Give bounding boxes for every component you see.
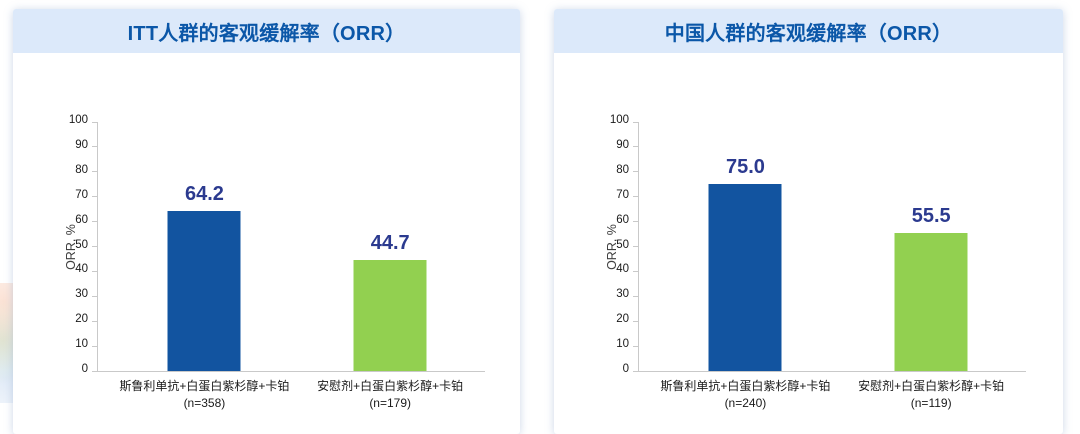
category-sample-size: (n=240) <box>724 396 767 411</box>
chart-china: ORR, % 0 10 20 30 40 50 60 70 80 90 100 75.0 斯鲁利单抗+白… <box>554 53 1063 434</box>
y-tick-mark <box>633 221 639 223</box>
y-tick-mark <box>92 171 98 173</box>
category-label: 安慰剂+白蛋白紫杉醇+卡铂 (n=119) <box>806 378 1056 413</box>
bar-value-label: 75.0 <box>725 156 765 179</box>
y-tick-mark <box>92 121 98 123</box>
y-tick-label: 70 <box>616 188 629 201</box>
y-tick-label: 40 <box>616 263 629 276</box>
y-tick-label: 20 <box>616 313 629 326</box>
category-label: 斯鲁利单抗+白蛋白紫杉醇+卡铂 (n=240) <box>620 378 870 413</box>
y-tick-label: 10 <box>75 338 88 351</box>
plot-area-itt: ORR, % 0 10 20 30 40 50 60 70 80 90 100 64.2 斯鲁利单抗+白… <box>64 114 485 410</box>
y-tick-label: 40 <box>75 263 88 276</box>
bar-value-label: 44.7 <box>370 231 410 254</box>
category-sample-size: (n=119) <box>910 396 952 411</box>
y-tick-mark <box>92 146 98 148</box>
y-tick-mark <box>92 246 98 247</box>
y-tick-mark <box>92 221 98 223</box>
category-sample-size: (n=358) <box>183 396 226 411</box>
bar-control <box>894 232 968 371</box>
y-tick-label: 30 <box>75 288 88 301</box>
y-tick-mark <box>633 146 639 148</box>
y-tick-mark <box>92 196 98 198</box>
y-tick-label: 50 <box>75 238 88 251</box>
y-tick-label: 10 <box>616 338 629 351</box>
y-tick-mark <box>92 370 98 372</box>
bar-treatment <box>708 184 782 371</box>
y-tick-label: 90 <box>75 138 88 151</box>
panel-itt-orr: ITT人群的客观缓解率（ORR） ORR, % 0 10 20 30 40 50 60 70 8… <box>13 9 520 434</box>
panel-china-orr: 中国人群的客观缓解率（ORR） ORR, % 0 10 20 30 40 50 60 70 80… <box>554 9 1063 434</box>
y-tick-label: 60 <box>75 213 88 226</box>
category-name: 安慰剂+白蛋白紫杉醇+卡铂 <box>858 379 1005 393</box>
y-tick-mark <box>633 246 639 247</box>
category-name: 斯鲁利单抗+白蛋白紫杉醇+卡铂 <box>660 379 831 393</box>
y-tick-mark <box>92 270 98 272</box>
y-tick-label: 80 <box>616 163 629 176</box>
y-tick-label: 0 <box>622 363 629 375</box>
chart-title-itt: ITT人群的客观缓解率（ORR） <box>127 22 406 45</box>
y-tick-label: 80 <box>75 163 88 176</box>
bar-treatment <box>167 211 241 371</box>
y-tick-mark <box>92 345 98 347</box>
panel-header-itt: ITT人群的客观缓解率（ORR） <box>13 9 520 53</box>
y-tick-mark <box>92 320 98 322</box>
y-tick-label: 70 <box>75 188 88 201</box>
y-tick-label: 100 <box>68 114 88 126</box>
y-tick-label: 60 <box>616 213 629 226</box>
chart-title-china: 中国人群的客观缓解率（ORR） <box>664 22 953 45</box>
y-tick-mark <box>633 295 639 297</box>
bar-control <box>353 259 427 371</box>
background-watermark <box>0 283 13 403</box>
y-tick-label: 30 <box>616 288 629 301</box>
y-tick-label: 90 <box>616 138 629 151</box>
y-tick-label: 0 <box>81 363 88 375</box>
bar-value-label: 64.2 <box>184 183 224 206</box>
category-label: 斯鲁利单抗+白蛋白紫杉醇+卡铂 (n=358) <box>79 378 329 413</box>
y-tick-mark <box>633 370 639 372</box>
panel-header-china: 中国人群的客观缓解率（ORR） <box>554 9 1063 53</box>
plot-area-china: ORR, % 0 10 20 30 40 50 60 70 80 90 100 75.0 斯鲁利单抗+白… <box>605 114 1026 410</box>
y-tick-label: 20 <box>75 313 88 326</box>
y-tick-mark <box>633 171 639 173</box>
y-tick-label: 50 <box>616 238 629 251</box>
category-name: 安慰剂+白蛋白紫杉醇+卡铂 <box>317 379 464 393</box>
chart-itt: ORR, % 0 10 20 30 40 50 60 70 80 90 100 64.2 斯鲁利单抗+白… <box>13 53 520 434</box>
y-tick-mark <box>633 196 639 198</box>
category-name: 斯鲁利单抗+白蛋白紫杉醇+卡铂 <box>119 379 290 393</box>
category-label: 安慰剂+白蛋白紫杉醇+卡铂 (n=179) <box>265 378 515 413</box>
y-tick-mark <box>633 320 639 322</box>
y-tick-mark <box>633 121 639 123</box>
bar-value-label: 55.5 <box>911 204 951 227</box>
y-tick-label: 100 <box>609 114 629 126</box>
y-tick-mark <box>633 270 639 272</box>
y-tick-mark <box>92 295 98 297</box>
category-sample-size: (n=179) <box>369 396 412 411</box>
y-tick-mark <box>633 345 639 347</box>
